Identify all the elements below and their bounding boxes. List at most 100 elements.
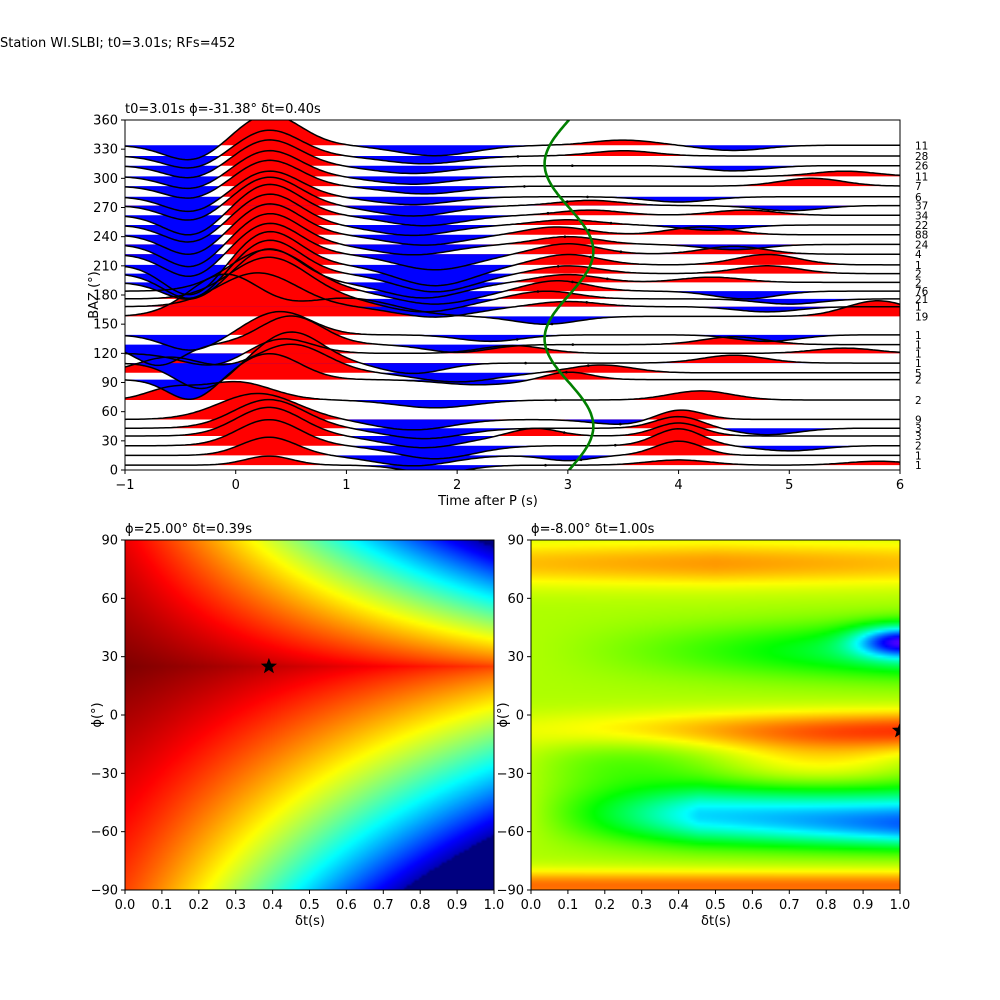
trace-marker — [562, 431, 566, 434]
y-tick-label: 240 — [93, 230, 118, 245]
trace-line — [125, 248, 900, 305]
trace-line — [125, 352, 900, 400]
heatmap-right-panel: ϕ=-8.00° δt=1.00s 0.0 0.1 0.2 0.3 0.4 0.5 0.6 0… — [496, 522, 910, 929]
trace-line — [125, 455, 900, 470]
heatmap-left-y-axis-label: ϕ(°) — [90, 702, 105, 727]
trace-negative-fill — [125, 353, 900, 365]
trace-count-label: 21 — [915, 294, 928, 306]
trace-count-label: 37 — [915, 201, 928, 213]
x-tick-label: 0.5 — [299, 898, 320, 913]
x-tick-label: 0.9 — [447, 898, 468, 913]
x-tick-label: 0.5 — [705, 898, 726, 913]
trace-positive-fill — [125, 407, 900, 436]
trace-line — [125, 159, 900, 199]
trace-count-label: 3 — [915, 431, 922, 443]
x-tick-label: 0.3 — [225, 898, 246, 913]
trace-marker — [516, 155, 520, 158]
best-fit-star-left — [260, 657, 277, 674]
trace-line — [125, 183, 900, 236]
trace-count-label: 1 — [915, 450, 922, 462]
trace-negative-fill — [125, 155, 900, 168]
trace-line — [125, 343, 900, 383]
trace-count-label: 88 — [915, 230, 928, 242]
trace-count-label: 11 — [915, 140, 928, 152]
y-tick-label: 0 — [110, 709, 118, 724]
trace-line — [125, 392, 900, 431]
y-tick-label: 300 — [93, 172, 118, 187]
trace-count-label: 3 — [915, 423, 922, 435]
y-tick-label: −60 — [497, 825, 524, 840]
trace-marker — [587, 364, 590, 367]
y-tick-label: 60 — [507, 592, 524, 607]
x-tick-label: 1.0 — [890, 898, 911, 913]
trace-negative-fill — [125, 465, 900, 470]
heatmap-left-x-ticks: 0.0 0.1 0.2 0.3 0.4 0.5 0.6 0.7 0.8 0.9 1.0 — [115, 890, 504, 913]
trace-marker — [565, 370, 568, 374]
trace-marker — [550, 322, 554, 326]
trace-marker — [554, 398, 557, 402]
rf-panel-title: t0=3.01s ϕ=-31.38° δt=0.40s — [125, 102, 321, 117]
heatmap-left-x-axis-label: δt(s) — [295, 914, 325, 929]
y-tick-label: 60 — [101, 592, 118, 607]
trace-positive-fill — [125, 344, 900, 373]
x-tick-label: 0.6 — [742, 898, 763, 913]
trace-count-label: 76 — [915, 286, 929, 298]
trace-count-label: 2 — [915, 441, 922, 453]
y-tick-label: 90 — [101, 376, 118, 391]
trace-negative-fill — [125, 363, 900, 389]
trace-negative-fill — [125, 445, 900, 459]
trace-count-label: 22 — [915, 220, 928, 232]
rf-y-ticks: 0 30 60 90 120 150 180 210 240 270 300 330 360 — [93, 114, 125, 479]
y-tick-label: −30 — [91, 767, 118, 782]
trace-marker — [556, 265, 560, 268]
heatmap-left-title: ϕ=25.00° δt=0.39s — [125, 522, 252, 537]
trace-count-label: 24 — [915, 239, 929, 251]
y-tick-label: 150 — [93, 318, 118, 333]
trace-line — [125, 418, 900, 460]
trace-line — [125, 176, 900, 221]
trace-count-label: 2 — [915, 269, 922, 281]
y-tick-label: 330 — [93, 143, 118, 158]
x-tick-label: 0.4 — [668, 898, 689, 913]
y-tick-label: 210 — [93, 259, 118, 274]
x-tick-label: 0.7 — [779, 898, 800, 913]
trace-positive-fill — [125, 399, 900, 429]
trace-count-label: 1 — [915, 358, 922, 370]
trace-positive-fill — [125, 316, 900, 345]
x-tick-label: 0.8 — [816, 898, 837, 913]
best-fit-star — [891, 722, 900, 738]
trace-line — [125, 256, 900, 313]
x-tick-label: 0.1 — [152, 898, 173, 913]
x-tick-label: 2 — [453, 478, 461, 493]
trace-marker — [523, 185, 526, 188]
trace-line — [125, 406, 900, 449]
x-tick-label: 0.1 — [558, 898, 579, 913]
trace-marker — [515, 338, 519, 341]
trace-count-label: 1 — [915, 330, 922, 342]
trace-count-label: 2 — [915, 375, 922, 387]
x-tick-label: 0.2 — [188, 898, 209, 913]
trace-marker — [589, 255, 592, 259]
trace-count-label: 4 — [915, 249, 922, 261]
trace-line — [125, 222, 900, 278]
x-tick-label: 5 — [785, 478, 793, 493]
y-tick-label: 360 — [93, 114, 118, 129]
trace-count-label: 9 — [915, 414, 922, 426]
x-tick-label: 0.3 — [631, 898, 652, 913]
trace-line — [125, 212, 900, 268]
trace-count-label: 1 — [915, 340, 922, 352]
trace-count-label: 6 — [915, 192, 922, 204]
rf-x-ticks: −1 0 1 2 3 4 5 6 — [115, 470, 904, 493]
trace-positive-fill — [125, 231, 900, 265]
trace-line — [125, 193, 900, 243]
trace-marker — [546, 211, 550, 215]
x-tick-label: 4 — [674, 478, 682, 493]
trace-marker — [571, 343, 575, 346]
y-tick-label: 270 — [93, 201, 118, 216]
heatmap-right-y-ticks: −90 −60 −30 0 30 60 90 — [497, 534, 531, 899]
x-tick-label: 0.6 — [336, 898, 357, 913]
trace-negative-fill — [125, 334, 900, 351]
heatmap-left-image — [125, 540, 494, 890]
y-tick-label: 30 — [101, 650, 118, 665]
trace-marker — [566, 200, 569, 203]
